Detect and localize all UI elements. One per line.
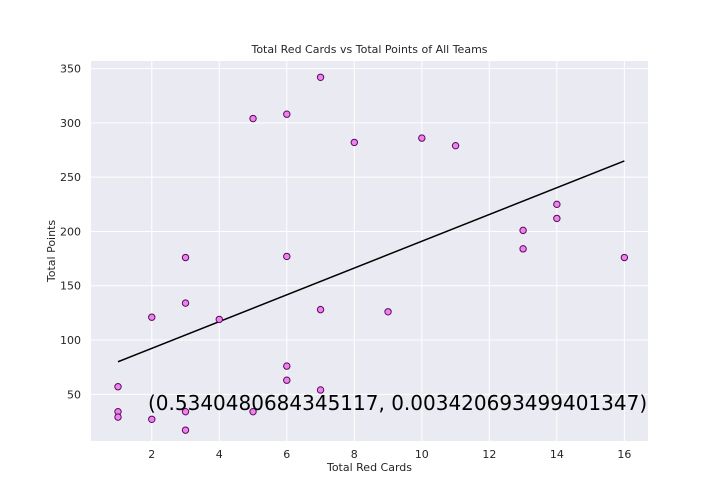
data-point <box>215 315 223 324</box>
x-tick-label: 6 <box>283 448 290 461</box>
data-point <box>283 362 291 370</box>
data-point <box>283 252 291 261</box>
data-point <box>148 415 156 423</box>
data-point <box>181 299 190 307</box>
y-tick-label: 50 <box>67 388 81 401</box>
x-tick-label: 2 <box>148 448 155 461</box>
data-point <box>148 313 156 321</box>
data-point <box>249 407 257 416</box>
data-point <box>553 200 561 209</box>
data-point <box>114 413 122 421</box>
y-axis-label: Total Points <box>45 220 58 283</box>
y-axis: 50 100 150 200 250 300 350 <box>60 63 81 402</box>
data-point <box>316 386 325 394</box>
data-point <box>350 138 359 147</box>
correlation-annotation: (0.5340480684345117, 0.00342069349940134… <box>148 391 647 415</box>
data-point <box>114 383 122 391</box>
y-tick-label: 150 <box>60 280 81 293</box>
data-point <box>519 245 527 253</box>
data-point <box>316 305 325 314</box>
y-tick-label: 350 <box>60 63 81 76</box>
x-tick-label: 8 <box>351 448 358 461</box>
data-point <box>553 214 561 223</box>
plot-area <box>91 61 648 441</box>
data-point <box>283 376 291 384</box>
data-point <box>181 426 190 434</box>
data-point <box>451 141 460 150</box>
data-point <box>181 407 190 416</box>
data-point <box>519 226 527 235</box>
y-tick-label: 100 <box>60 334 81 347</box>
data-point <box>249 114 257 123</box>
y-tick-label: 250 <box>60 171 81 184</box>
data-point <box>418 134 426 142</box>
data-point <box>181 253 190 262</box>
x-axis: 2 4 6 8 10 12 14 16 <box>148 448 631 461</box>
data-point <box>283 110 291 118</box>
data-points <box>114 73 629 434</box>
x-tick-label: 10 <box>415 448 429 461</box>
trendline <box>117 160 625 363</box>
y-tick-label: 300 <box>60 117 81 130</box>
x-tick-label: 14 <box>550 448 564 461</box>
data-point <box>316 73 325 81</box>
data-point <box>384 308 392 316</box>
x-tick-label: 16 <box>617 448 631 461</box>
x-tick-label: 12 <box>482 448 496 461</box>
chart-title: Total Red Cards vs Total Points of All T… <box>250 43 487 56</box>
grid <box>91 61 648 441</box>
x-axis-label: Total Red Cards <box>326 461 412 474</box>
y-tick-label: 200 <box>60 225 81 238</box>
data-point <box>620 253 629 262</box>
x-tick-label: 4 <box>216 448 223 461</box>
